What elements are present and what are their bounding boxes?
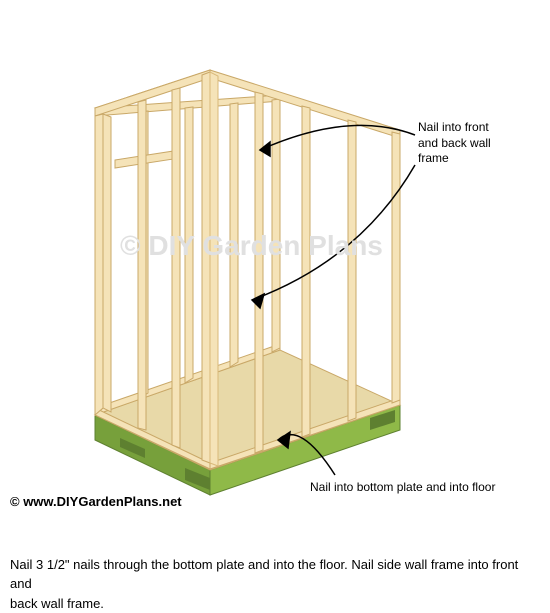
- callout-top-text: Nail into front and back wall frame: [418, 120, 491, 165]
- callout-bottom-text: Nail into bottom plate and into floor: [310, 480, 495, 494]
- callout-bottom: Nail into bottom plate and into floor: [310, 480, 495, 494]
- front-corner: [210, 72, 218, 466]
- shed-svg: [0, 0, 550, 510]
- caption-text: Nail 3 1/2" nails through the bottom pla…: [10, 535, 540, 613]
- shed-diagram: [0, 0, 550, 510]
- callout-top: Nail into front and back wall frame: [418, 120, 491, 167]
- source-url: © www.DIYGardenPlans.net: [10, 494, 182, 509]
